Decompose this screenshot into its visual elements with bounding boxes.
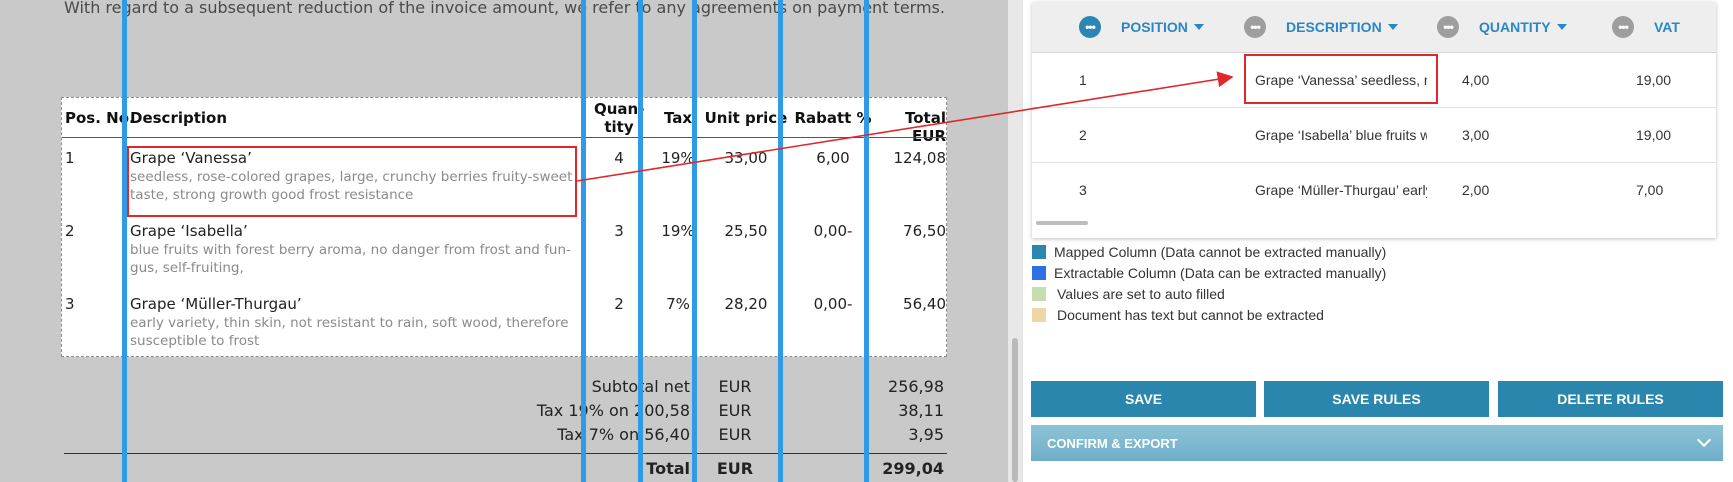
cell-quantity[interactable]: 4,00	[1462, 72, 1490, 88]
grid-row[interactable]: 1 Grape ‘Vanessa’ seedless, rose-colored…	[1032, 53, 1716, 108]
total-label: Total	[646, 459, 690, 478]
cell-vat[interactable]: 7,00	[1636, 182, 1664, 198]
document-viewer[interactable]: With regard to a subsequent reduction of…	[0, 0, 1008, 482]
grid-horizontal-scrollbar[interactable]	[1036, 221, 1088, 225]
column-line[interactable]	[122, 0, 127, 482]
total-value: 299,04	[882, 459, 944, 478]
header-description: Description	[130, 109, 228, 127]
legend-item: Values are set to auto filled	[1032, 285, 1225, 303]
tax7-label: Tax 7% on 56,40	[557, 425, 690, 444]
chevron-down-icon[interactable]	[1696, 432, 1712, 448]
more-options-icon[interactable]: •••	[1244, 16, 1266, 38]
column-line[interactable]	[581, 0, 586, 482]
cell-position[interactable]: 3	[1079, 182, 1087, 198]
cell-quantity[interactable]: 2,00	[1462, 182, 1490, 198]
cell-description[interactable]: Grape ‘Isabella’ blue fruits with forest…	[1255, 127, 1427, 143]
header-quantity: Quan- tity	[594, 100, 645, 136]
selected-cell-highlight	[127, 146, 577, 217]
subtotal-label: Subtotal net	[591, 377, 690, 396]
legend-item: Mapped Column (Data cannot be extracted …	[1032, 243, 1386, 261]
column-line[interactable]	[692, 0, 697, 482]
save-rules-button[interactable]: SAVE RULES	[1264, 381, 1489, 417]
cell-description[interactable]: Grape ‘Vanessa’ seedless, rose-colored g…	[1255, 72, 1427, 88]
subtotal-value: 256,98	[888, 377, 944, 396]
header-divider	[62, 137, 946, 138]
column-line[interactable]	[864, 0, 869, 482]
column-header-vat[interactable]: ••• VAT	[1612, 2, 1680, 52]
cell-position[interactable]: 1	[1079, 72, 1087, 88]
invoice-table: Pos. No. Description Quan- tity Tax Unit…	[61, 97, 947, 357]
total-divider	[64, 453, 947, 454]
tax19-label: Tax 19% on 200,58	[536, 401, 690, 420]
grid-row[interactable]: 2 Grape ‘Isabella’ blue fruits with fore…	[1032, 108, 1716, 163]
tax7-value: 3,95	[908, 425, 944, 444]
column-header-quantity[interactable]: ••• QUANTITY	[1437, 2, 1567, 52]
grid-row[interactable]: 3 Grape ‘Müller-Thurgau’ early variety 2…	[1032, 163, 1716, 217]
intro-text: With regard to a subsequent reduction of…	[64, 0, 945, 17]
caret-down-icon	[1556, 24, 1567, 30]
legend-item: Extractable Column (Data can be extracte…	[1032, 264, 1386, 282]
caret-down-icon	[1193, 24, 1204, 30]
save-button[interactable]: SAVE	[1031, 381, 1256, 417]
legend-swatch-mapped	[1032, 245, 1046, 259]
mapped-cell-highlight	[1244, 54, 1438, 104]
cell-position[interactable]: 2	[1079, 127, 1087, 143]
grid-header: ••• POSITION ••• DESCRIPTION ••• QUANTIT…	[1032, 2, 1716, 53]
cell-description[interactable]: Grape ‘Müller-Thurgau’ early variety	[1255, 182, 1427, 198]
cell-vat[interactable]: 19,00	[1636, 72, 1672, 88]
header-total: Total EUR	[905, 109, 946, 145]
confirm-export-panel[interactable]: CONFIRM & EXPORT	[1031, 425, 1723, 461]
cell-quantity[interactable]: 3,00	[1462, 127, 1490, 143]
column-header-position[interactable]: ••• POSITION	[1079, 2, 1204, 52]
column-header-description[interactable]: ••• DESCRIPTION	[1244, 2, 1398, 52]
cell-vat[interactable]: 19,00	[1636, 127, 1672, 143]
legend-swatch-extractable	[1032, 266, 1046, 280]
legend-swatch-not-extractable	[1032, 308, 1046, 322]
legend-item: Document has text but cannot be extracte…	[1032, 306, 1324, 324]
more-options-icon[interactable]: •••	[1079, 16, 1101, 38]
more-options-icon[interactable]: •••	[1437, 16, 1459, 38]
column-line[interactable]	[638, 0, 643, 482]
document-scroll-thumb[interactable]	[1012, 338, 1018, 482]
legend-swatch-autofilled	[1032, 287, 1046, 301]
column-line[interactable]	[778, 0, 783, 482]
more-options-icon[interactable]: •••	[1612, 16, 1634, 38]
tax19-value: 38,11	[898, 401, 944, 420]
data-grid: ••• POSITION ••• DESCRIPTION ••• QUANTIT…	[1032, 2, 1716, 238]
header-pos: Pos. No.	[65, 109, 135, 127]
caret-down-icon	[1387, 24, 1398, 30]
delete-rules-button[interactable]: DELETE RULES	[1498, 381, 1723, 417]
